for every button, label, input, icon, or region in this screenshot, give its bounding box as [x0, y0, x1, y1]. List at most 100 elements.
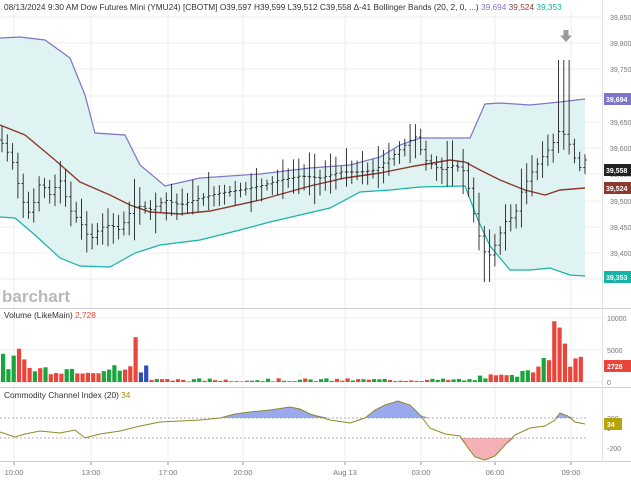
volume-bar [430, 378, 435, 382]
candle [53, 174, 57, 207]
volume-bar [319, 379, 324, 382]
candle [371, 159, 375, 179]
volume-bar [356, 379, 361, 382]
candle [265, 179, 269, 191]
volume-bar [160, 379, 165, 382]
candle [456, 160, 460, 172]
candle [450, 140, 455, 187]
price-badge-last-bg [604, 164, 631, 176]
cci-title: Commodity Channel Index [4, 390, 103, 400]
candle [493, 233, 497, 267]
candle [318, 169, 322, 196]
candle [355, 160, 359, 181]
candle [169, 183, 174, 216]
candle [122, 211, 126, 236]
volume-bar [483, 378, 488, 382]
time-tick-label: 09:00 [562, 468, 581, 477]
price-tick-label: 39,400 [610, 251, 631, 258]
volume-bar [255, 380, 260, 382]
candle [222, 184, 227, 205]
candle [567, 60, 571, 155]
volume-badge: 2728 [604, 360, 631, 372]
header-indicator-label: Bollinger Bands [373, 2, 431, 12]
candle [424, 140, 428, 171]
bollinger-upper-line [0, 36, 586, 187]
cci-negative-fill [0, 438, 585, 460]
volume-bar [308, 379, 313, 382]
candle [116, 214, 121, 240]
volume-bar [387, 380, 393, 382]
candle [10, 143, 15, 170]
candle [360, 151, 365, 185]
volume-bar [6, 369, 11, 382]
volume-bar [297, 379, 302, 382]
volume-bar [531, 372, 536, 382]
volume-bar [467, 379, 472, 382]
volume-bar [403, 381, 408, 382]
candle [471, 177, 476, 223]
volume-bar [478, 375, 483, 382]
down-arrow-icon[interactable] [560, 30, 572, 42]
price-badge-upper-bg [604, 93, 631, 105]
volume-tick-label: 0 [607, 380, 611, 387]
volume-bar [568, 366, 573, 382]
candle [191, 179, 195, 215]
candle [397, 141, 402, 164]
chart-header: 08/13/2024 9:30 AM Dow Futures Mini (YMU… [4, 2, 562, 12]
volume-bar [165, 379, 170, 382]
volume-bar [340, 380, 345, 382]
candle [339, 166, 343, 180]
volume-bar [22, 359, 27, 382]
volume-tick-label: 5000 [607, 348, 623, 355]
volume-subtitle: (LikeMain) [34, 310, 73, 320]
volume-bar [43, 367, 48, 382]
price-tick-label: 39,650 [610, 120, 631, 127]
volume-bar [334, 378, 340, 382]
volume-bar [27, 367, 32, 382]
price-tick-label: 39,500 [610, 199, 631, 206]
candle [413, 124, 418, 159]
price-tick-label: 39,450 [610, 225, 631, 232]
candle [344, 148, 349, 187]
candle [334, 156, 338, 190]
price-badge-last-text: 39,558 [606, 168, 628, 175]
price-badge-mid: 39,524 [604, 182, 631, 194]
volume-bar [303, 378, 308, 382]
candle [132, 178, 137, 241]
candle [26, 191, 31, 219]
candle [577, 151, 582, 172]
candle [153, 192, 158, 234]
candle [307, 152, 312, 196]
volume-bar [414, 380, 419, 382]
volume-bar [462, 380, 467, 382]
candle [138, 187, 142, 225]
candle [556, 60, 561, 154]
volume-bar [361, 379, 366, 382]
volume-bar [175, 379, 181, 382]
candle [270, 176, 275, 196]
price-badge-upper: 39,694 [604, 93, 631, 105]
volume-bar [85, 372, 90, 382]
time-tick-label: 10:00 [5, 468, 24, 477]
candle [445, 140, 449, 187]
candle [503, 204, 508, 251]
volume-bar [440, 378, 446, 382]
volume-badge-text: 2728 [607, 364, 623, 371]
candle [206, 172, 211, 210]
volume-bar [181, 379, 186, 382]
cci-line [0, 400, 586, 461]
volume-bar [239, 381, 244, 382]
candle [434, 155, 439, 181]
candle [418, 128, 423, 156]
candle [47, 179, 52, 204]
volume-bar [38, 368, 43, 382]
candlestick-series [0, 60, 587, 282]
volume-bar [425, 379, 430, 382]
time-axis: 10:00 13:00 17:00 20:00 Aug 13 03:00 06:00 09:0… [5, 462, 581, 477]
volume-bar [499, 374, 504, 382]
volume-bar [96, 373, 101, 382]
volume-bar [292, 381, 297, 382]
volume-bar [345, 378, 350, 382]
candle [381, 149, 386, 184]
